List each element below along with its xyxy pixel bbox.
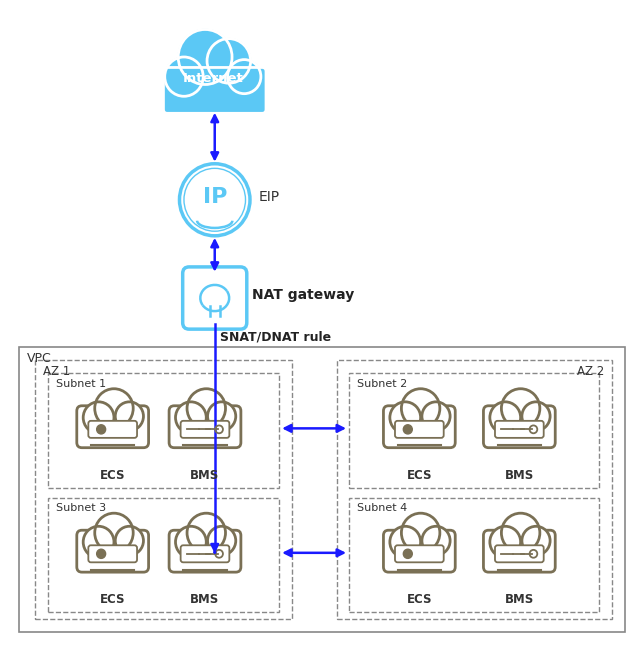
Text: Internet: Internet bbox=[183, 72, 244, 85]
Text: NAT gateway: NAT gateway bbox=[252, 288, 354, 302]
Text: AZ 2: AZ 2 bbox=[577, 365, 604, 379]
Circle shape bbox=[178, 29, 232, 84]
Text: Subnet 2: Subnet 2 bbox=[357, 379, 407, 388]
Circle shape bbox=[95, 388, 133, 428]
Circle shape bbox=[490, 527, 520, 558]
Bar bbox=[349, 498, 599, 612]
Circle shape bbox=[97, 549, 106, 558]
Circle shape bbox=[401, 388, 440, 428]
Circle shape bbox=[422, 402, 450, 431]
FancyBboxPatch shape bbox=[395, 545, 444, 562]
Circle shape bbox=[97, 424, 106, 434]
FancyBboxPatch shape bbox=[169, 405, 241, 448]
Circle shape bbox=[187, 388, 226, 428]
Bar bbox=[35, 360, 292, 619]
Circle shape bbox=[115, 527, 144, 555]
Circle shape bbox=[165, 57, 203, 96]
Text: BMS: BMS bbox=[190, 469, 220, 481]
Circle shape bbox=[115, 402, 144, 431]
Circle shape bbox=[228, 60, 261, 94]
Text: ECS: ECS bbox=[100, 469, 126, 481]
Bar bbox=[19, 347, 625, 632]
FancyBboxPatch shape bbox=[88, 421, 137, 438]
Text: BMS: BMS bbox=[504, 469, 534, 481]
FancyBboxPatch shape bbox=[181, 545, 229, 562]
Circle shape bbox=[390, 402, 420, 434]
Text: IP: IP bbox=[203, 187, 227, 206]
FancyBboxPatch shape bbox=[163, 67, 266, 113]
Bar bbox=[337, 360, 612, 619]
Circle shape bbox=[208, 402, 236, 431]
FancyBboxPatch shape bbox=[383, 405, 455, 448]
Circle shape bbox=[501, 514, 540, 553]
FancyBboxPatch shape bbox=[169, 531, 241, 572]
Text: EIP: EIP bbox=[258, 189, 279, 204]
Circle shape bbox=[208, 527, 236, 555]
Text: ECS: ECS bbox=[406, 469, 432, 481]
Text: AZ 1: AZ 1 bbox=[43, 365, 71, 379]
FancyBboxPatch shape bbox=[88, 545, 137, 562]
Circle shape bbox=[176, 402, 206, 434]
Circle shape bbox=[179, 164, 250, 236]
Bar bbox=[48, 373, 279, 488]
Circle shape bbox=[95, 514, 133, 553]
FancyBboxPatch shape bbox=[483, 531, 555, 572]
FancyBboxPatch shape bbox=[383, 531, 455, 572]
Text: ECS: ECS bbox=[406, 593, 432, 606]
Circle shape bbox=[403, 549, 412, 558]
Circle shape bbox=[83, 402, 114, 434]
FancyBboxPatch shape bbox=[495, 421, 544, 438]
Circle shape bbox=[390, 527, 420, 558]
Text: ECS: ECS bbox=[100, 593, 126, 606]
Text: SNAT/DNAT rule: SNAT/DNAT rule bbox=[220, 331, 331, 344]
Circle shape bbox=[490, 402, 520, 434]
Circle shape bbox=[83, 527, 114, 558]
Circle shape bbox=[176, 527, 206, 558]
Circle shape bbox=[422, 527, 450, 555]
Circle shape bbox=[207, 39, 251, 83]
FancyBboxPatch shape bbox=[181, 421, 229, 438]
Circle shape bbox=[401, 514, 440, 553]
Text: BMS: BMS bbox=[504, 593, 534, 606]
FancyBboxPatch shape bbox=[395, 421, 444, 438]
Text: Subnet 3: Subnet 3 bbox=[56, 503, 106, 513]
Circle shape bbox=[187, 514, 226, 553]
Circle shape bbox=[501, 388, 540, 428]
Circle shape bbox=[403, 424, 412, 434]
FancyBboxPatch shape bbox=[495, 545, 544, 562]
Text: BMS: BMS bbox=[190, 593, 220, 606]
Text: Subnet 4: Subnet 4 bbox=[357, 503, 407, 513]
FancyBboxPatch shape bbox=[77, 405, 149, 448]
FancyBboxPatch shape bbox=[183, 267, 247, 329]
FancyBboxPatch shape bbox=[483, 405, 555, 448]
Text: VPC: VPC bbox=[27, 352, 52, 365]
Text: Subnet 1: Subnet 1 bbox=[56, 379, 106, 388]
FancyBboxPatch shape bbox=[77, 531, 149, 572]
Bar bbox=[349, 373, 599, 488]
Circle shape bbox=[522, 527, 550, 555]
Bar bbox=[48, 498, 279, 612]
Circle shape bbox=[522, 402, 550, 431]
